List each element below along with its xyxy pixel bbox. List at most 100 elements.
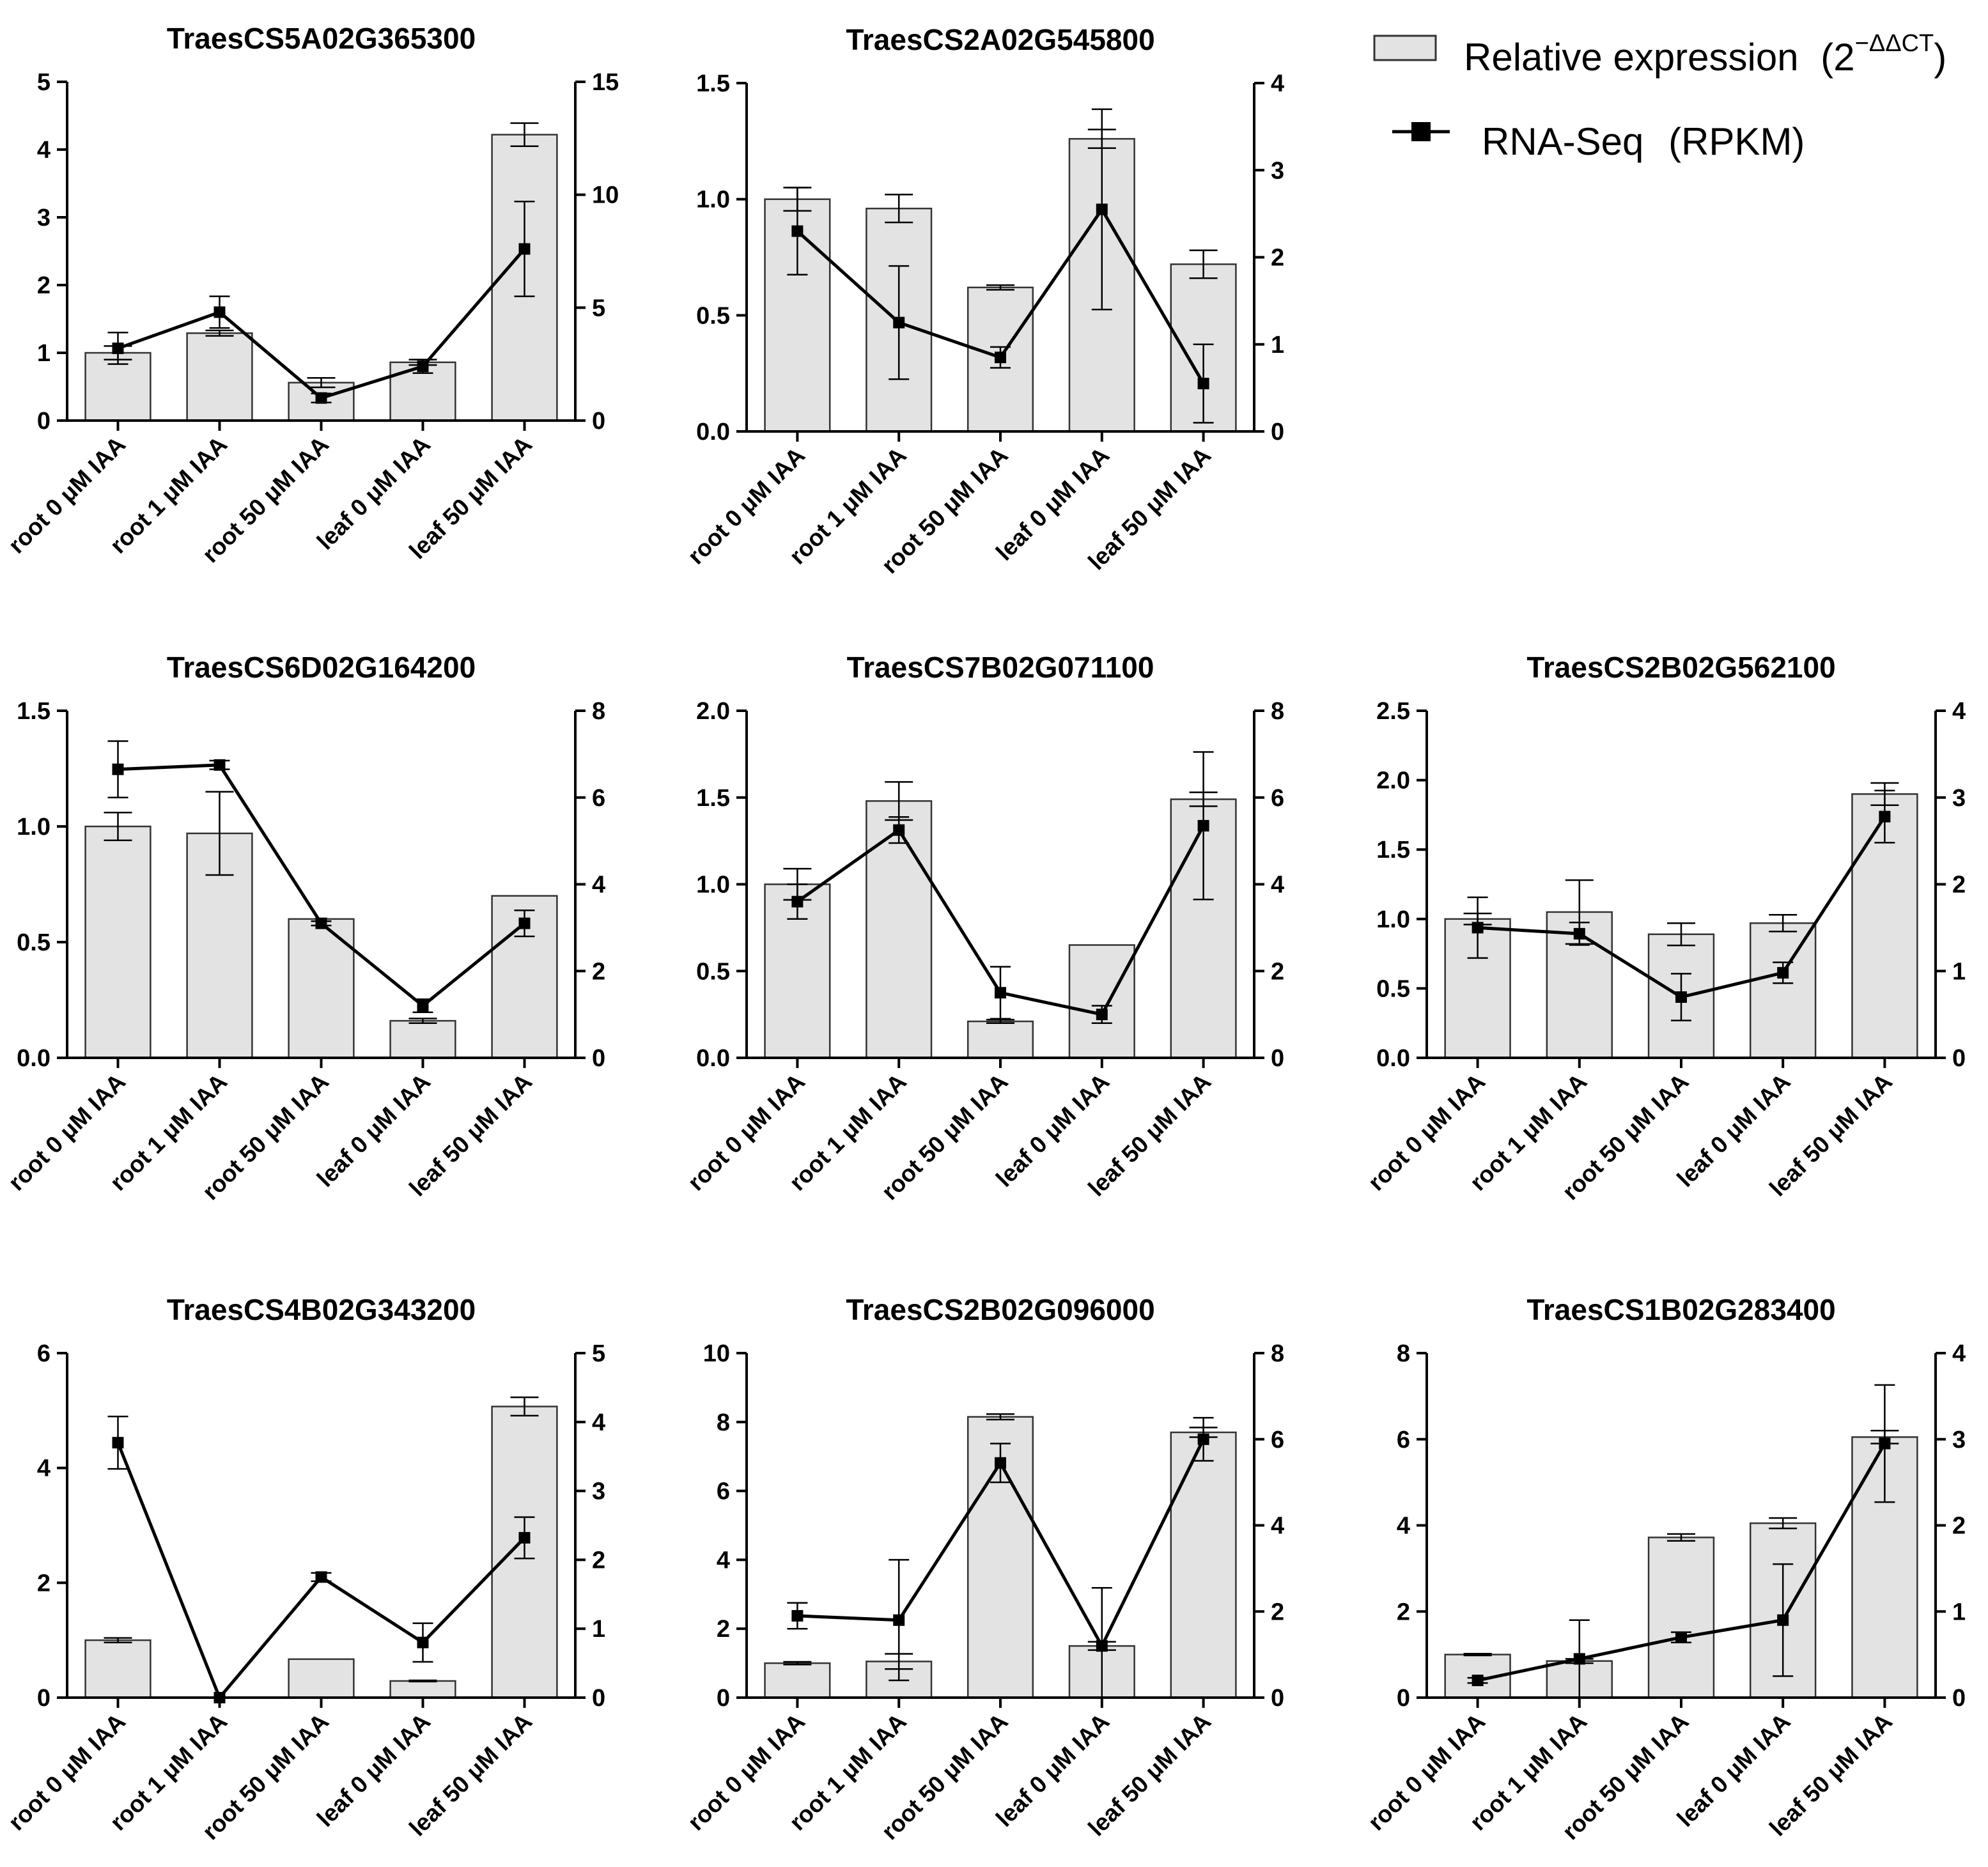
line-point (893, 824, 905, 836)
left-tick-label: 1.0 (696, 187, 730, 213)
line-point (315, 917, 327, 929)
left-tick-label: 2.5 (1376, 698, 1410, 725)
right-tick-label: 4 (592, 1409, 605, 1436)
chart-panel: TraesCS7B02G0711000.00.51.01.52.002468ro… (683, 651, 1284, 1205)
line-point (1197, 819, 1209, 832)
line-point (112, 342, 124, 354)
chart-title: TraesCS4B02G343200 (167, 1293, 476, 1326)
left-tick-label: 0.5 (696, 302, 730, 329)
left-tick-label: 1.5 (1376, 837, 1410, 864)
right-tick-label: 4 (1952, 698, 1966, 725)
line-point (791, 225, 804, 237)
chart-title: TraesCS2B02G562100 (1526, 651, 1835, 684)
right-tick-label: 10 (592, 182, 619, 209)
left-tick-label: 0.0 (17, 1045, 50, 1072)
left-tick-label: 0 (717, 1685, 730, 1712)
line-point (1573, 927, 1585, 940)
left-tick-label: 0.0 (696, 1045, 730, 1072)
line-point (893, 1614, 905, 1626)
right-tick-label: 1 (1952, 958, 1966, 985)
line-point (893, 316, 905, 329)
left-tick-label: 1.5 (696, 785, 730, 812)
left-tick-label: 2 (717, 1616, 730, 1643)
left-tick-label: 0 (37, 1685, 50, 1712)
chart-title: TraesCS2A02G545800 (846, 23, 1154, 56)
line-point (1472, 922, 1484, 934)
left-tick-label: 2 (1397, 1599, 1410, 1625)
legend-bar-swatch (1373, 35, 1437, 61)
line-point (1777, 1614, 1789, 1626)
right-tick-label: 2 (592, 1547, 605, 1574)
line-point (1675, 991, 1687, 1003)
left-tick-label: 1.5 (17, 698, 50, 725)
left-tick-label: 8 (717, 1409, 730, 1436)
bar (84, 1639, 151, 1699)
right-tick-label: 1 (1952, 1599, 1966, 1625)
left-tick-label: 2.0 (696, 698, 730, 725)
right-tick-label: 4 (1271, 1513, 1284, 1540)
bar (1170, 1431, 1237, 1699)
right-tick-label: 0 (1271, 419, 1284, 445)
right-tick-label: 4 (1271, 70, 1284, 97)
line-point (1879, 810, 1891, 823)
left-tick-label: 6 (1397, 1427, 1410, 1453)
line-point (1777, 966, 1789, 979)
bar (389, 1680, 456, 1699)
right-tick-label: 3 (592, 1478, 605, 1505)
chart-title: TraesCS1B02G283400 (1526, 1293, 1835, 1326)
right-tick-label: 2 (1952, 872, 1966, 899)
line-point (1197, 1433, 1209, 1445)
left-tick-label: 3 (37, 205, 50, 231)
chart-panel: TraesCS2A02G5458000.00.51.01.501234root … (683, 23, 1284, 578)
left-tick-label: 6 (717, 1478, 730, 1505)
legend-bar-label: Relative expression (2−ΔΔCT) (1464, 30, 1946, 79)
left-tick-label: 1.0 (17, 814, 50, 841)
right-tick-label: 4 (592, 872, 605, 899)
left-tick-label: 0 (37, 408, 50, 435)
line-point (417, 1636, 429, 1648)
right-tick-label: 2 (1952, 1513, 1966, 1540)
right-tick-label: 2 (1271, 958, 1284, 985)
right-tick-label: 8 (1271, 1340, 1284, 1367)
bar (389, 1019, 456, 1059)
line-point (995, 352, 1006, 364)
left-tick-label: 0.0 (696, 419, 730, 445)
line-point (214, 759, 226, 771)
legend-line-marker (1411, 122, 1431, 141)
right-tick-label: 1 (1271, 332, 1284, 359)
line-point (315, 392, 327, 404)
chart-title: TraesCS2B02G096000 (846, 1293, 1154, 1326)
left-tick-label: 1.5 (696, 70, 730, 97)
left-tick-label: 8 (1397, 1340, 1410, 1367)
chart-title: TraesCS7B02G071100 (847, 651, 1154, 684)
line-point (995, 987, 1006, 999)
line-point (1472, 1675, 1484, 1687)
bar (1068, 944, 1135, 1059)
left-tick-label: 4 (1397, 1513, 1410, 1540)
right-tick-label: 6 (1271, 785, 1284, 812)
left-tick-label: 4 (717, 1547, 730, 1574)
left-tick-label: 2 (37, 272, 50, 299)
left-tick-label: 0.5 (696, 958, 730, 985)
line-point (315, 1571, 327, 1583)
legend-line-label: RNA-Seq (RPKM) (1482, 120, 1805, 163)
right-tick-label: 2 (592, 958, 605, 985)
left-tick-label: 1 (37, 340, 50, 367)
line-point (1096, 1009, 1108, 1021)
line-point (112, 1437, 124, 1449)
right-tick-label: 8 (1271, 698, 1284, 725)
left-tick-label: 0.5 (17, 929, 50, 956)
line-point (1573, 1653, 1585, 1665)
right-tick-label: 0 (592, 408, 605, 435)
bar (84, 825, 151, 1059)
chart-panel: TraesCS2B02G562100 0.0 0.5 1.0 1.5 2.0 2.5 0 1 2 3… (1363, 651, 1966, 1205)
right-tick-label: 8 (592, 698, 605, 725)
left-tick-label: 5 (37, 69, 50, 96)
right-tick-label: 0 (592, 1045, 605, 1072)
